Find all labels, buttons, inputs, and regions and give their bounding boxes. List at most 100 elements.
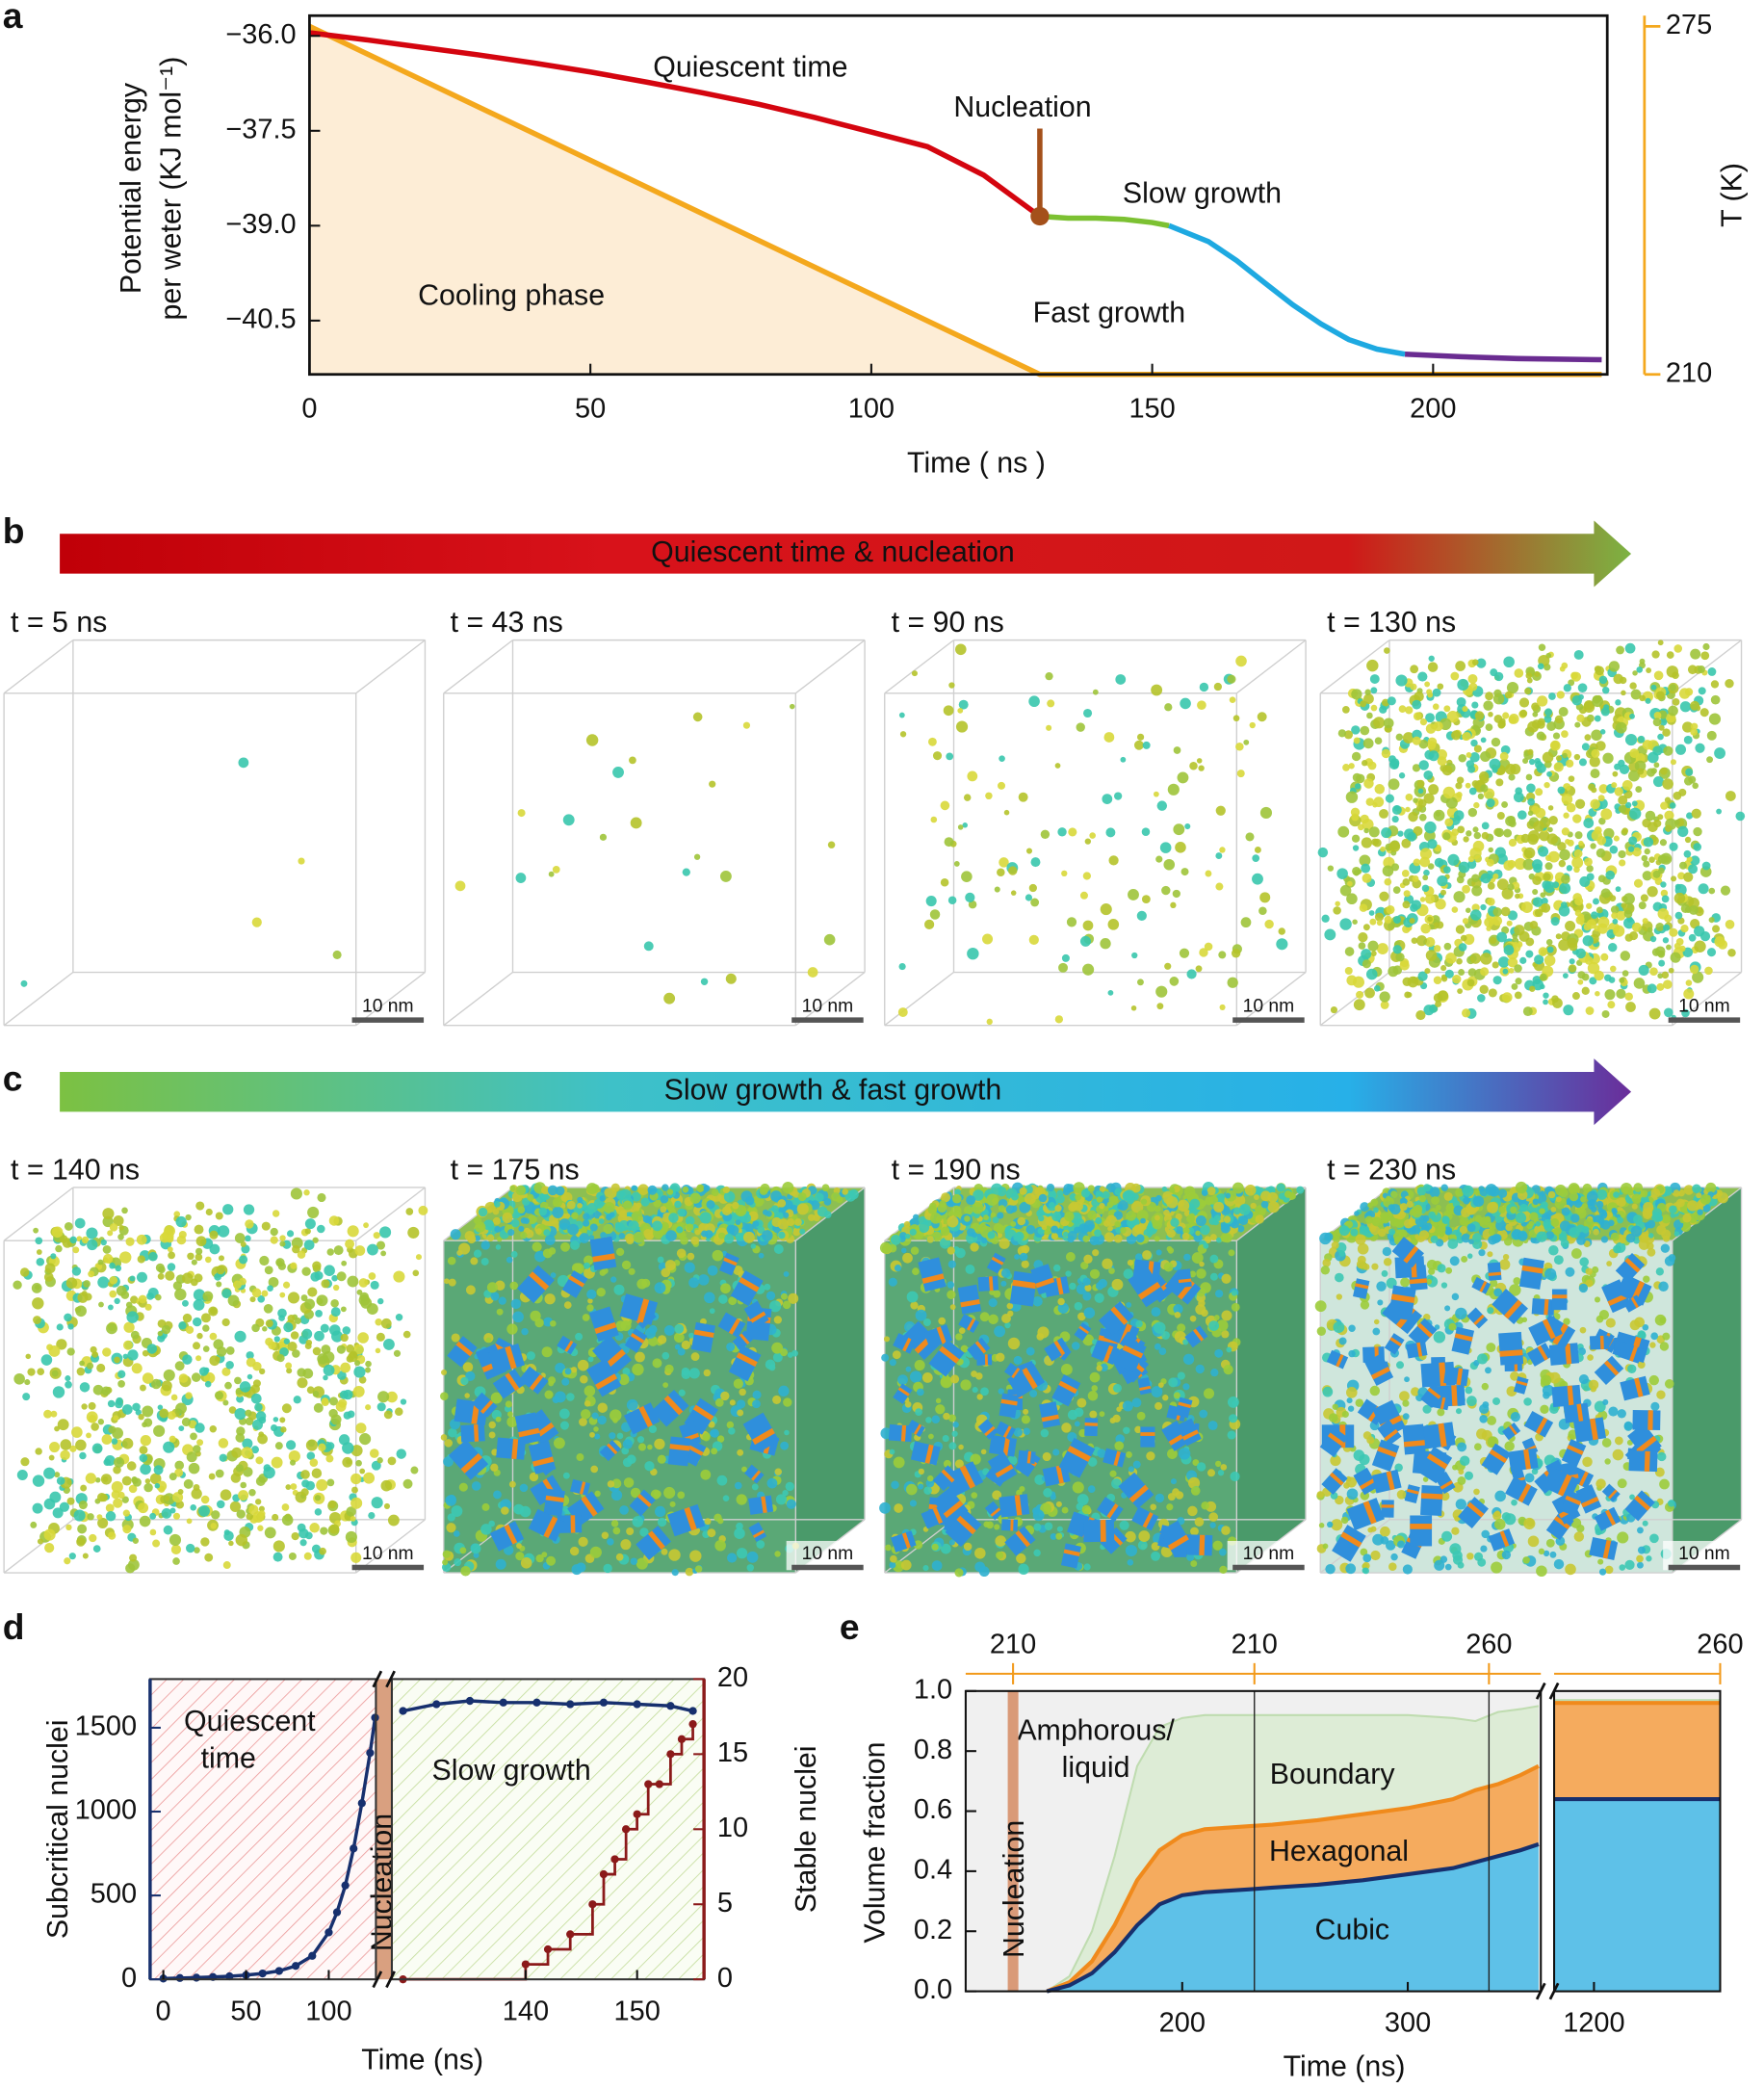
atom-cluster [444,1439,454,1448]
atom-cluster [1546,833,1559,845]
atom-cluster [163,1525,173,1535]
atom-cluster [1408,811,1418,822]
atom-cluster [1612,770,1619,777]
atom-cluster [580,1409,591,1420]
atom-cluster [583,1213,590,1220]
atom-cluster [154,1482,161,1489]
atom-cluster [757,1226,765,1234]
atom-cluster [1175,1491,1184,1500]
atom-cluster [1437,683,1444,691]
atom-cluster [1512,932,1518,939]
atom-cluster [400,1398,407,1405]
atom-cluster [210,1523,218,1529]
atom-cluster [661,1267,671,1278]
atom-cluster [1518,697,1530,708]
atom-cluster [101,1434,113,1445]
point [688,1720,697,1729]
atom-cluster [1374,784,1386,795]
atom-cluster [1379,808,1389,819]
atom-cluster [92,1384,104,1396]
atom-cluster [1115,674,1127,685]
atom-cluster [106,1322,117,1335]
atom-cluster [737,1449,744,1456]
atom-cluster [1339,918,1352,930]
atom-cluster [1574,909,1582,917]
atom-cluster [552,866,560,874]
atom-cluster [1492,873,1499,879]
point [666,1702,675,1710]
atom-cluster [925,896,937,907]
atom-cluster [1446,711,1459,723]
atom-cluster [1434,857,1444,868]
atom-cluster [560,1194,567,1202]
atom-cluster [622,1368,631,1376]
atom-cluster [643,941,654,952]
atom-cluster [1526,783,1536,794]
atom-cluster [300,1294,308,1302]
atom-cluster [36,1257,45,1266]
point [521,1960,531,1969]
atom-cluster [561,1377,570,1386]
crystal-cubic [667,1436,691,1467]
atom-cluster [911,670,918,677]
atom-cluster [590,1465,599,1474]
atom-cluster [1437,874,1448,887]
atom-cluster [942,1434,949,1443]
atom-cluster [1609,845,1619,854]
atom-cluster [185,1325,195,1335]
atom-cluster [753,1220,760,1227]
x-tick-label: 100 [848,394,895,425]
atom-cluster [520,1557,532,1569]
y2-tick-label: 15 [717,1737,748,1768]
atom-cluster [620,1319,632,1331]
atom-cluster [1701,861,1711,871]
atom-cluster [1103,1206,1109,1212]
atom-cluster [494,1201,501,1208]
atom-cluster [222,1204,234,1215]
atom-cluster [1624,933,1633,942]
atom-cluster [547,1185,558,1196]
atom-cluster [1503,656,1515,668]
atom-cluster [1710,680,1720,689]
point [677,1735,687,1743]
atom-cluster [169,1507,176,1514]
atom-cluster [312,1237,319,1243]
atom-cluster [1373,839,1380,845]
atom-cluster [1552,732,1561,740]
atom-cluster [1574,897,1584,906]
atom-cluster [236,1509,246,1519]
atom-cluster [139,1515,151,1527]
atom-cluster [1567,937,1578,949]
atom-cluster [783,1397,792,1407]
atom-cluster [1153,791,1159,797]
atom-cluster [1440,965,1447,972]
atom-cluster [108,1531,117,1540]
atom-cluster [182,1313,193,1323]
atom-cluster [64,1221,73,1231]
atom-cluster [1623,909,1633,919]
atom-cluster [722,1186,730,1194]
atom-cluster [86,1227,98,1240]
atom-cluster [928,737,937,746]
atom-cluster [1403,890,1411,898]
atom-cluster [570,1367,578,1373]
atom-cluster [1099,1186,1105,1192]
point [499,1698,507,1707]
atom-cluster [958,1327,966,1335]
atom-cluster [1478,770,1490,782]
atom-cluster [962,822,968,828]
axis-break [372,1670,383,1688]
atom-cluster [221,1288,232,1299]
atom-cluster [153,1465,164,1475]
atom-cluster [1714,747,1725,759]
atom-cluster [274,1442,283,1450]
atom-cluster [340,1333,349,1343]
atom-cluster [1432,703,1440,711]
atom-cluster [1089,832,1096,839]
atom-cluster [652,1358,662,1369]
atom-cluster [1513,792,1524,803]
atom-cluster [1515,978,1522,985]
cube-edge [1235,971,1307,1027]
atom-cluster [1727,948,1736,957]
atom-cluster [1501,887,1514,900]
